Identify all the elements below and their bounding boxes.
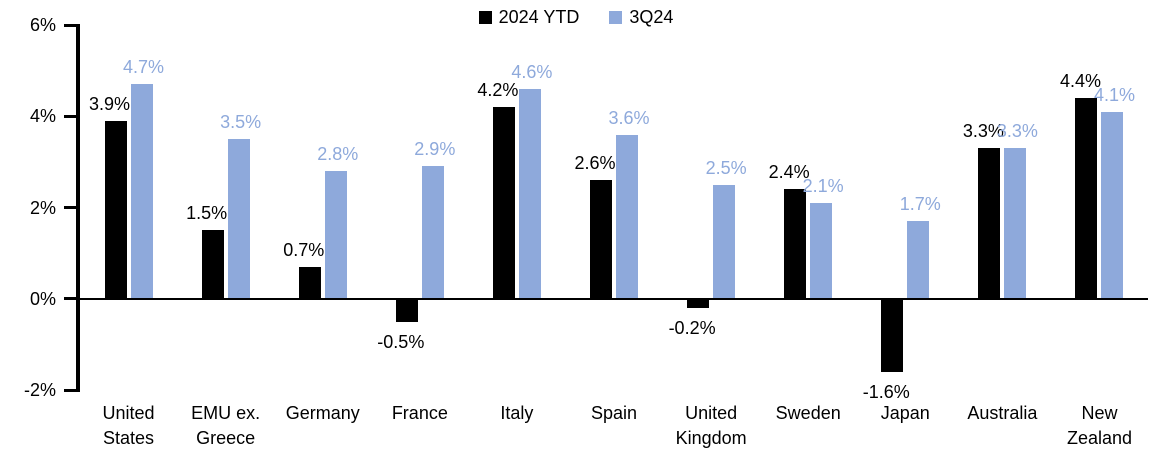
x-axis-labels: United States EMU ex. Greece Germany France… bbox=[80, 401, 1148, 451]
value-label-2024-ytd-spain: 2.6% bbox=[574, 153, 616, 174]
y-tick-label-2: 2% bbox=[29, 197, 56, 218]
bar-2024-ytd-new-zealand bbox=[1075, 98, 1098, 299]
x-label-sweden: Sweden bbox=[775, 403, 841, 423]
x-label-emu-ex-greece: EMU ex. Greece bbox=[191, 403, 261, 448]
value-label-2024-ytd-united-states: 3.9% bbox=[89, 93, 131, 114]
value-label-3q24-new-zealand: 4.1% bbox=[1093, 84, 1135, 105]
value-label-2024-ytd-italy: 4.2% bbox=[477, 80, 519, 101]
legend-label-2024-ytd: 2024 YTD bbox=[498, 7, 580, 27]
bar-2024-ytd-australia bbox=[978, 148, 1001, 299]
x-label-new-zealand: New Zealand bbox=[1066, 403, 1133, 448]
value-label-2024-ytd-emu-ex-greece: 1.5% bbox=[186, 203, 228, 224]
bar-2024-ytd-spain bbox=[590, 180, 612, 299]
chart-legend: 2024 YTD 3Q24 bbox=[0, 6, 1152, 28]
value-label-2024-ytd-japan: -1.6% bbox=[862, 381, 910, 402]
x-label-germany: Germany bbox=[285, 403, 360, 423]
bar-3q24-germany bbox=[324, 171, 347, 299]
x-label-australia: Australia bbox=[967, 403, 1038, 423]
bar-3q24-sweden bbox=[810, 202, 833, 299]
value-label-3q24-italy: 4.6% bbox=[511, 61, 553, 82]
value-label-3q24-united-states: 4.7% bbox=[123, 57, 165, 78]
value-label-3q24-australia: 3.3% bbox=[996, 121, 1038, 142]
legend-swatch-2024-ytd bbox=[478, 10, 492, 24]
value-label-3q24-france: 2.9% bbox=[414, 139, 456, 160]
y-tick-2 bbox=[64, 388, 78, 392]
x-label-united-states: United States bbox=[102, 403, 155, 448]
value-label-3q24-germany: 2.8% bbox=[317, 144, 359, 164]
bar-3q24-australia bbox=[1004, 148, 1027, 299]
y-axis-line bbox=[76, 23, 80, 392]
y-tick-0 bbox=[64, 297, 78, 301]
y-tick-label-2: -2% bbox=[23, 380, 56, 400]
value-label-2024-ytd-new-zealand: 4.4% bbox=[1059, 71, 1101, 91]
value-label-2024-ytd-united-kingdom: -0.2% bbox=[668, 317, 716, 338]
x-label-spain: Spain bbox=[590, 403, 638, 423]
bar-2024-ytd-united-kingdom bbox=[687, 298, 710, 308]
legend-label-3q24: 3Q24 bbox=[629, 7, 674, 27]
y-tick-4 bbox=[64, 114, 78, 118]
value-label-3q24-spain: 3.6% bbox=[608, 107, 650, 128]
bar-2024-ytd-japan bbox=[881, 298, 904, 372]
x-label-japan: Japan bbox=[880, 403, 930, 423]
plot-area: 3.9% 4.7% 1.5% 3.5% 0.7% 2.8% -0.5% 2.9% 4.2% 4.6… bbox=[80, 25, 1148, 402]
value-label-3q24-united-kingdom: 2.5% bbox=[705, 157, 747, 178]
value-label-2024-ytd-germany: 0.7% bbox=[283, 239, 325, 260]
y-tick-label-0: 0% bbox=[29, 288, 56, 309]
value-label-3q24-emu-ex-greece: 3.5% bbox=[220, 112, 262, 133]
bar-2024-ytd-emu-ex-greece bbox=[201, 230, 224, 299]
bar-3q24-france bbox=[421, 166, 444, 299]
x-label-united-kingdom: United Kingdom bbox=[675, 403, 747, 448]
value-label-2024-ytd-france: -0.5% bbox=[377, 331, 425, 352]
bar-3q24-united-kingdom bbox=[713, 184, 736, 299]
bar-2024-ytd-germany bbox=[298, 266, 321, 299]
y-tick-label-4: 4% bbox=[29, 106, 56, 127]
y-tick-label-6: 6% bbox=[29, 15, 56, 35]
bar-3q24-spain bbox=[616, 134, 638, 299]
value-label-3q24-japan: 1.7% bbox=[899, 194, 941, 215]
bar-3q24-emu-ex-greece bbox=[227, 139, 250, 299]
y-tick-2 bbox=[64, 206, 78, 209]
bar-2024-ytd-sweden bbox=[784, 189, 807, 299]
bar-2024-ytd-france bbox=[395, 298, 418, 322]
bar-2024-ytd-italy bbox=[492, 107, 515, 299]
bar-3q24-united-states bbox=[130, 84, 153, 299]
legend-swatch-3q24 bbox=[609, 10, 623, 24]
bar-2024-ytd-united-states bbox=[104, 120, 127, 299]
bar-3q24-new-zealand bbox=[1101, 111, 1124, 299]
legend-item-2024-ytd: 2024 YTD bbox=[478, 6, 580, 28]
value-label-2024-ytd-sweden: 2.4% bbox=[768, 162, 810, 183]
value-label-2024-ytd-australia: 3.3% bbox=[962, 121, 1004, 142]
y-tick-6 bbox=[64, 23, 78, 27]
x-label-france: France bbox=[391, 403, 448, 423]
x-label-italy: Italy bbox=[500, 403, 534, 423]
zero-baseline bbox=[80, 297, 1148, 300]
value-label-3q24-sweden: 2.1% bbox=[802, 175, 844, 196]
bar-3q24-japan bbox=[907, 221, 930, 299]
legend-item-3q24: 3Q24 bbox=[609, 6, 673, 28]
bar-3q24-italy bbox=[518, 88, 541, 299]
